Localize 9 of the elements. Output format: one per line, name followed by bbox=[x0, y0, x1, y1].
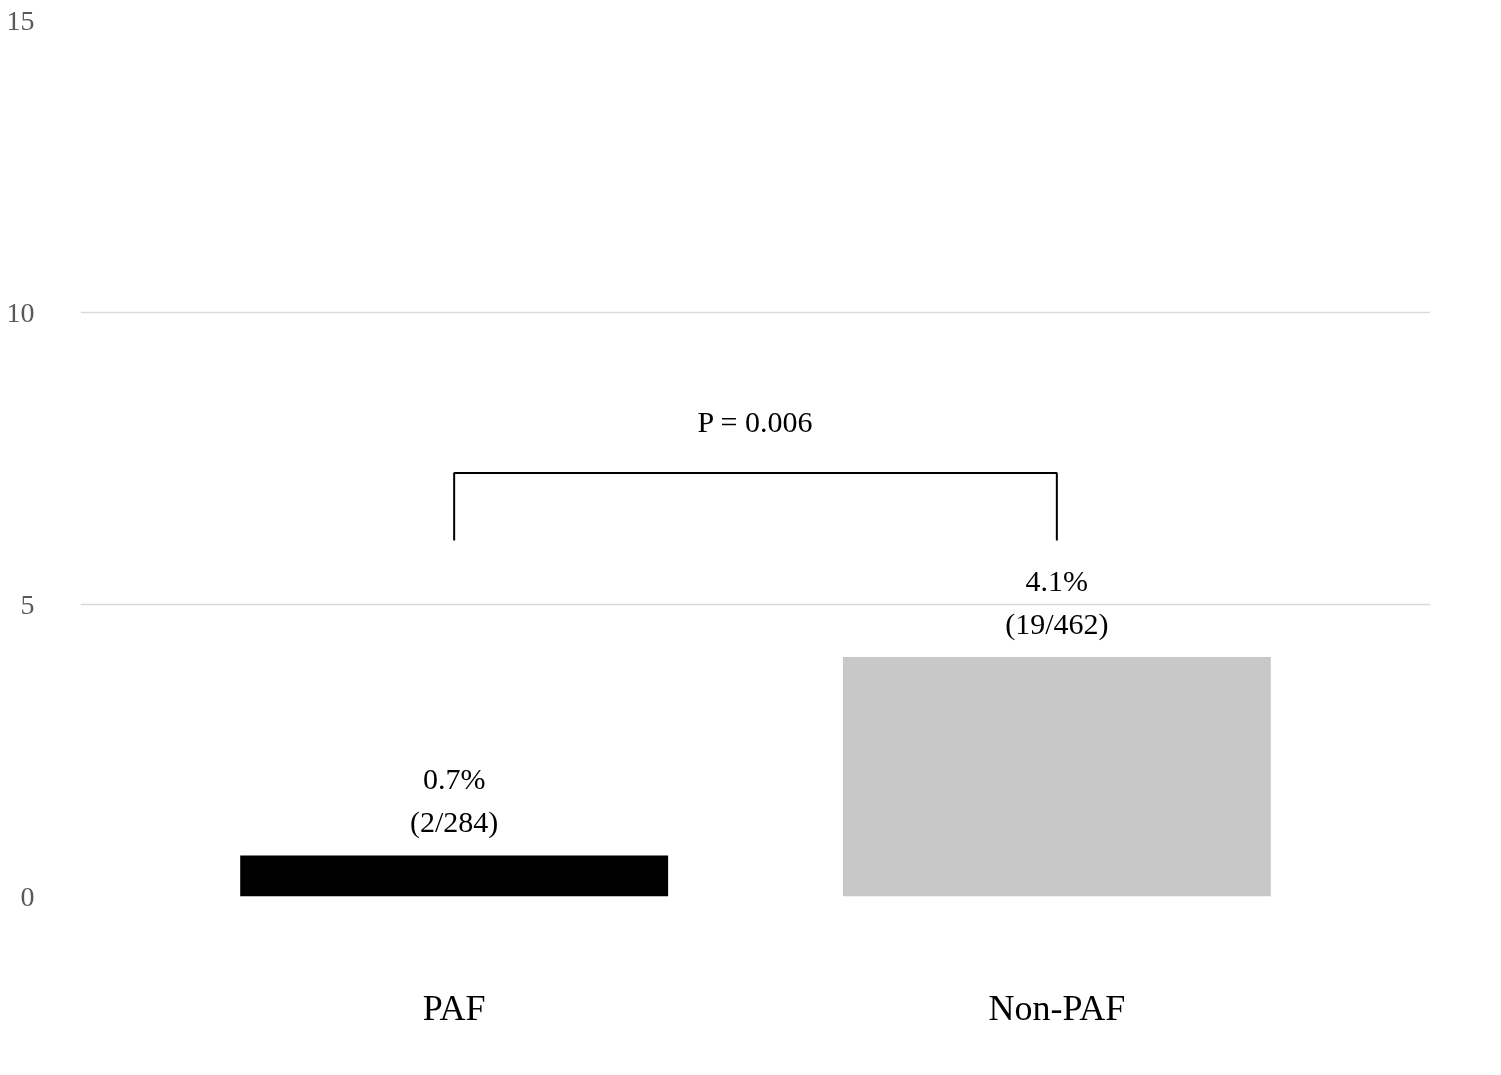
annotation: P = 0.006 bbox=[697, 405, 813, 439]
y-tick-label: 15 bbox=[6, 4, 35, 36]
data-label: 0.7% (2/284) bbox=[410, 762, 499, 840]
x-tick-label: PAF bbox=[422, 987, 486, 1028]
y-tick-label: 5 bbox=[20, 588, 35, 620]
y-tick-label: 10 bbox=[6, 296, 35, 328]
y-tick-label: 0 bbox=[20, 880, 35, 912]
data-label: 4.1% (19/462) bbox=[1005, 563, 1109, 641]
x-tick-label: Non-PAF bbox=[988, 987, 1126, 1028]
